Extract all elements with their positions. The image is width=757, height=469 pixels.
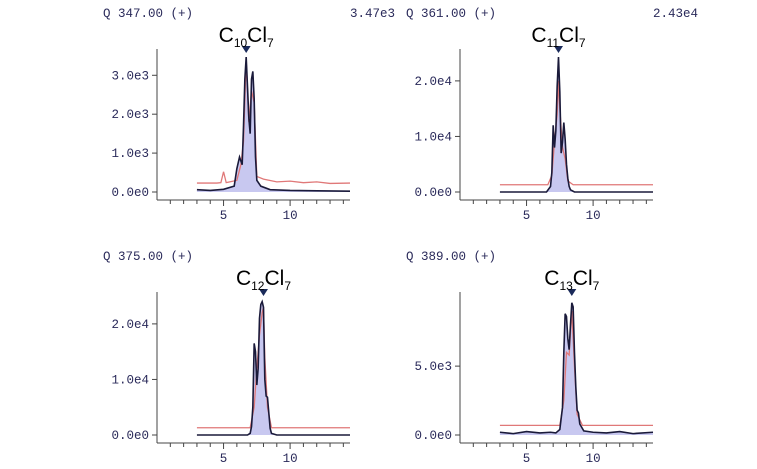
chart-panel-3: Q 375.00 (+) 5 10 0.0e0 1.0e4 2.0e4 C12Cl7 (95, 243, 395, 466)
compound-formula: C12Cl7 (236, 267, 291, 293)
sample-area (196, 57, 350, 192)
x-tick-label: 5 (220, 209, 228, 223)
reference-line (499, 80, 653, 186)
sample-area (499, 302, 653, 435)
x-tick-label: 10 (586, 452, 601, 466)
y-tick-label: 2.0e4 (111, 318, 149, 332)
panel-title: Q 361.00 (+) (406, 7, 497, 21)
y-tick-label: 2.0e4 (414, 75, 452, 89)
sample-line (196, 56, 351, 193)
peak-marker-icon (567, 289, 577, 296)
y-tick-label: 3.0e3 (111, 69, 149, 83)
chromatogram-chart: 5 10 0.0e0 5.0e3 C13Cl7 (414, 267, 654, 466)
panel-title: Q 389.00 (+) (406, 250, 497, 264)
peak-marker-icon (553, 46, 563, 53)
x-tick-label: 5 (220, 452, 228, 466)
y-tick-label: 0.0e0 (414, 186, 452, 200)
sample-line (499, 302, 654, 435)
peak-marker-icon (241, 46, 251, 53)
chart-panel-1: Q 347.00 (+) 3.47e3 5 10 0.0e0 1.0e3 2.0e3 3.… (95, 0, 395, 223)
x-tick-label: 10 (283, 209, 298, 223)
y-tick-label: 1.0e3 (111, 147, 149, 161)
chromatogram-chart: 5 10 0.0e0 1.0e4 2.0e4 C11Cl7 (414, 24, 653, 223)
peak-marker-icon (258, 289, 268, 296)
y-tick-label: 0.0e0 (111, 186, 149, 200)
chromatogram-chart: 5 10 0.0e0 1.0e3 2.0e3 3.0e3 C10Cl7 (111, 24, 351, 223)
panel-title: Q 347.00 (+) (103, 7, 194, 21)
panel-max-label: 2.43e4 (652, 7, 698, 21)
y-tick-label: 1.0e4 (111, 373, 149, 387)
sample-area (499, 57, 653, 192)
y-tick-label: 2.0e3 (111, 108, 149, 122)
sample-line (196, 299, 350, 436)
y-tick-label: 0.0e0 (111, 429, 149, 443)
chromatogram-chart: 5 10 0.0e0 1.0e4 2.0e4 C12Cl7 (111, 267, 350, 466)
panel-title: Q 375.00 (+) (103, 250, 194, 264)
y-tick-label: 0.0e0 (414, 429, 452, 443)
compound-formula: C10Cl7 (219, 24, 274, 50)
x-tick-label: 10 (283, 452, 298, 466)
compound-formula: C11Cl7 (531, 24, 585, 50)
chart-panel-2: Q 361.00 (+) 2.43e4 5 10 0.0e0 1.0e4 2.0e4 C1… (398, 0, 698, 223)
x-tick-label: 5 (523, 452, 531, 466)
panel-max-label: 3.47e3 (349, 7, 395, 21)
sample-line (499, 56, 653, 193)
y-tick-label: 1.0e4 (414, 130, 452, 144)
compound-formula: C13Cl7 (544, 267, 599, 293)
reference-line (196, 307, 350, 429)
chart-panel-4: Q 389.00 (+) 5 10 0.0e0 5.0e3 C13Cl7 (398, 243, 698, 466)
sample-area (196, 301, 350, 435)
x-tick-label: 10 (586, 209, 601, 223)
x-tick-label: 5 (523, 209, 531, 223)
y-tick-label: 5.0e3 (414, 360, 452, 374)
reference-line (196, 59, 351, 185)
